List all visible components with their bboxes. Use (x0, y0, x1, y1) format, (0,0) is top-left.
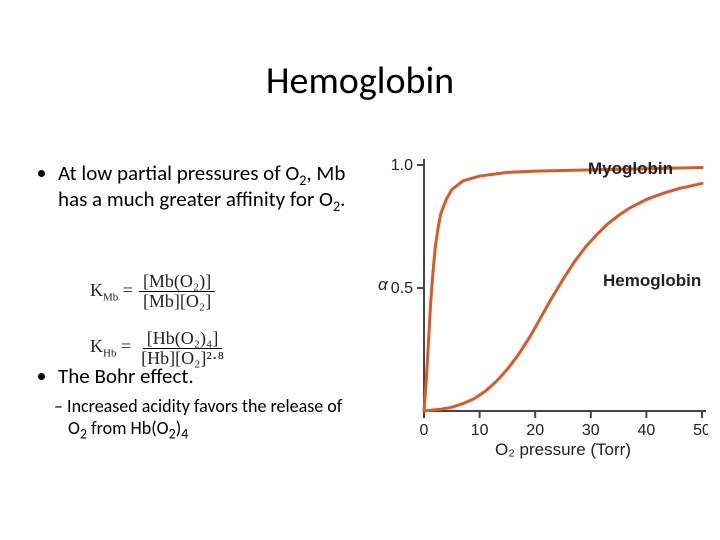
bullet-2-sub: Increased acidity favors the release of … (68, 395, 356, 440)
saturation-chart: 0.5 1.0 0 10 20 30 40 50 O₂ pressure (Torr) α My… (378, 155, 708, 465)
svg-text:0: 0 (420, 422, 429, 439)
hemoglobin-label: Hemoglobin (603, 271, 701, 291)
svg-text:50: 50 (693, 422, 708, 439)
page-title: Hemoglobin (0, 58, 720, 104)
svg-text:10: 10 (471, 422, 489, 439)
svg-text:40: 40 (638, 422, 656, 439)
svg-text:30: 30 (582, 422, 600, 439)
myoglobin-label: Myoglobin (588, 159, 673, 179)
bullet-1: At low partial pressures of O2, Mb has a… (58, 160, 356, 213)
svg-text:O₂ pressure (Torr): O₂ pressure (Torr) (495, 440, 631, 459)
y-axis-label: α (378, 275, 388, 295)
formula-kmb: KMb = [Mb(O₂)] [Mb][O₂] (90, 272, 330, 311)
slide: Hemoglobin At low partial pressures of O… (0, 0, 720, 540)
formula-khb: KHb = [Hb(O₂)₄] [Hb][O₂]²·⁸ (90, 329, 330, 368)
svg-text:20: 20 (526, 422, 544, 439)
svg-text:0.5: 0.5 (391, 280, 413, 297)
chart-svg: 0.5 1.0 0 10 20 30 40 50 O₂ pressure (Torr) (378, 155, 708, 465)
svg-text:1.0: 1.0 (391, 157, 413, 174)
formulas: KMb = [Mb(O₂)] [Mb][O₂] KHb = [Hb(O₂)₄] … (90, 272, 330, 386)
